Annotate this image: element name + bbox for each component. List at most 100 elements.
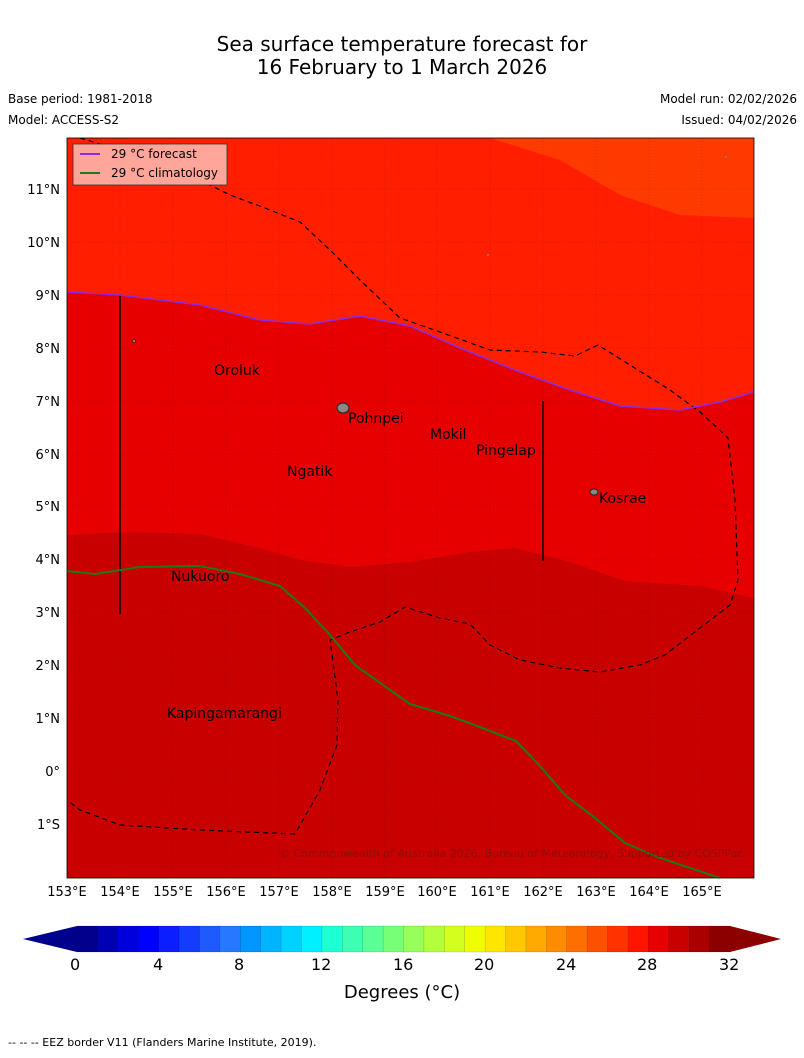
lon-label: 156°E bbox=[206, 885, 246, 900]
lon-label: 158°E bbox=[312, 885, 352, 900]
lat-label: 7°N bbox=[36, 395, 61, 410]
lat-label: 1°S bbox=[37, 818, 60, 833]
sst-map: 29 °C forecast 29 °C climatology Oroluk … bbox=[27, 137, 755, 900]
colorbar-high-extend bbox=[730, 926, 781, 952]
model-run: Model run: 02/02/2026 bbox=[659, 92, 797, 106]
legend-forecast-label: 29 °C forecast bbox=[111, 147, 197, 161]
legend-climatology-label: 29 °C climatology bbox=[111, 166, 218, 180]
lon-label: 155°E bbox=[153, 885, 193, 900]
colorbar-cell bbox=[321, 925, 343, 953]
lon-label: 165°E bbox=[682, 885, 722, 900]
climatology-29c-contour bbox=[67, 564, 721, 878]
colorbar-cell bbox=[137, 925, 160, 953]
lat-label: 10°N bbox=[27, 236, 60, 251]
colorbar-cell bbox=[342, 925, 364, 953]
lon-label: 162°E bbox=[523, 885, 563, 900]
colorbar-cell bbox=[76, 925, 99, 953]
colorbar-label: 20 bbox=[474, 955, 495, 974]
place-label: Kosrae bbox=[599, 491, 646, 507]
colorbar-cell bbox=[240, 925, 262, 953]
lat-label: 2°N bbox=[36, 659, 61, 674]
eez-border bbox=[67, 138, 739, 835]
copyright: © Commonwealth of Australia 2026, Bureau… bbox=[279, 847, 743, 860]
lon-label: 163°E bbox=[576, 885, 616, 900]
colorbar-cell bbox=[158, 925, 180, 953]
title-line-2: 16 February to 1 March 2026 bbox=[256, 55, 548, 79]
colorbar-cell bbox=[362, 925, 384, 953]
colorbar-cell bbox=[403, 925, 425, 953]
colorbar-cell bbox=[484, 925, 507, 953]
lon-label: 160°E bbox=[417, 885, 457, 900]
colorbar-cell bbox=[546, 925, 568, 953]
colorbar-cell bbox=[688, 925, 711, 953]
colorbar-cell bbox=[280, 925, 303, 953]
colorbar-cell bbox=[260, 925, 282, 953]
colorbar-cell bbox=[219, 925, 241, 953]
lat-label: 3°N bbox=[36, 606, 61, 621]
model-name: Model: ACCESS-S2 bbox=[8, 113, 120, 127]
place-label: Kapingamarangi bbox=[167, 706, 282, 722]
lon-label: 153°E bbox=[47, 885, 87, 900]
pohnpei-island bbox=[336, 402, 350, 414]
colorbar-label: 0 bbox=[70, 955, 81, 974]
colorbar-cell bbox=[505, 925, 527, 953]
colorbar-cell bbox=[668, 925, 690, 953]
colorbar-cell bbox=[199, 925, 221, 953]
sst-band-30-31 bbox=[490, 138, 754, 218]
title-line-1: Sea surface temperature forecast for bbox=[216, 32, 588, 56]
lon-label: 154°E bbox=[100, 885, 140, 900]
forecast-29c-contour bbox=[67, 291, 754, 411]
colorbar-cell bbox=[117, 925, 139, 953]
colorbar-label: 32 bbox=[719, 955, 740, 974]
eez-footnote: -- -- -- EEZ border V11 (Flanders Marine… bbox=[8, 1036, 317, 1049]
colorbar-cell bbox=[301, 925, 323, 953]
lat-label: 5°N bbox=[36, 500, 61, 515]
colorbar-unit: Degrees (°C) bbox=[343, 982, 461, 1003]
map-legend: 29 °C forecast 29 °C climatology bbox=[72, 143, 228, 186]
colorbar bbox=[23, 925, 781, 953]
place-label: Pingelap bbox=[476, 443, 536, 459]
lon-label: 161°E bbox=[470, 885, 510, 900]
colorbar-cell bbox=[382, 925, 405, 953]
colorbar-label: 12 bbox=[311, 955, 332, 974]
place-label: Mokil bbox=[430, 427, 467, 443]
colorbar-cell bbox=[525, 925, 548, 953]
colorbar-label: 24 bbox=[556, 955, 577, 974]
atoll-islet bbox=[132, 339, 136, 343]
colorbar-label: 28 bbox=[637, 955, 658, 974]
lat-label: 11°N bbox=[27, 183, 60, 198]
atoll-islet bbox=[487, 254, 489, 256]
lon-label: 164°E bbox=[629, 885, 669, 900]
colorbar-label: 4 bbox=[153, 955, 164, 974]
lon-label: 159°E bbox=[365, 885, 405, 900]
colorbar-cell bbox=[607, 925, 629, 953]
lat-label: 6°N bbox=[36, 448, 61, 463]
colorbar-cells bbox=[76, 925, 731, 953]
colorbar-cell bbox=[566, 925, 588, 953]
colorbar-cell bbox=[444, 925, 466, 953]
issued-date: Issued: 04/02/2026 bbox=[681, 113, 797, 127]
colorbar-cell bbox=[709, 925, 731, 953]
colorbar-low-extend bbox=[23, 926, 77, 952]
atoll-islet bbox=[725, 156, 727, 158]
colorbar-cell bbox=[464, 925, 486, 953]
lat-label: 0° bbox=[45, 765, 60, 780]
lat-label: 1°N bbox=[36, 712, 61, 727]
lat-label: 8°N bbox=[36, 342, 61, 357]
place-label: Ngatik bbox=[287, 464, 333, 480]
colorbar-cell bbox=[178, 925, 201, 953]
colorbar-label: 8 bbox=[234, 955, 245, 974]
base-period: Base period: 1981-2018 bbox=[8, 92, 153, 106]
colorbar-label: 16 bbox=[393, 955, 414, 974]
lat-label: 4°N bbox=[36, 553, 61, 568]
colorbar-cell bbox=[97, 925, 119, 953]
colorbar-cell bbox=[648, 925, 670, 953]
lat-label: 9°N bbox=[36, 289, 61, 304]
place-label: Oroluk bbox=[214, 363, 261, 379]
map-frame bbox=[66, 137, 755, 879]
colorbar-cell bbox=[423, 925, 445, 953]
place-label: Nukuoro bbox=[171, 569, 229, 585]
graticule bbox=[67, 138, 754, 878]
lon-label: 157°E bbox=[259, 885, 299, 900]
place-label: Pohnpei bbox=[348, 411, 404, 427]
